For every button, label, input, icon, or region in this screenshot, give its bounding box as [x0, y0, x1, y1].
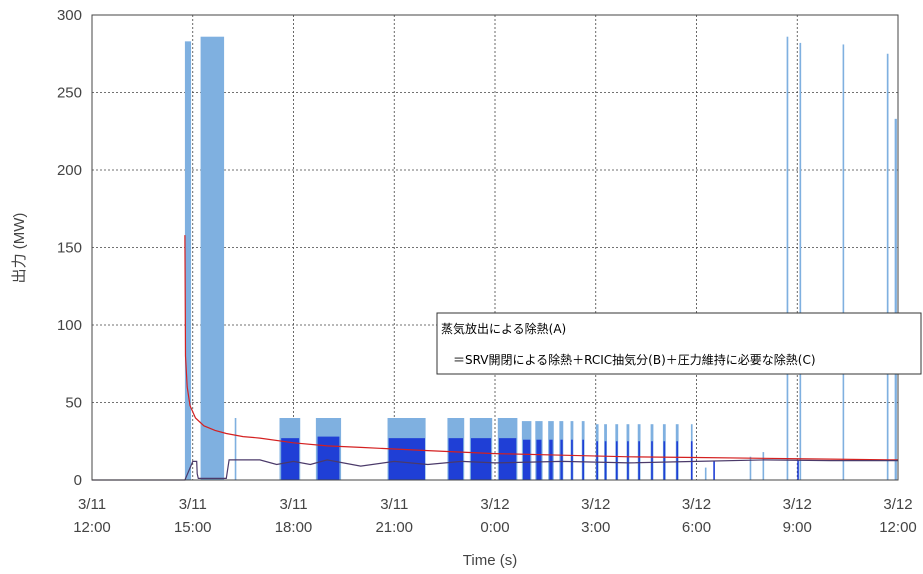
series-line [184, 235, 899, 461]
x-tick-label-date: 3/11 [380, 496, 408, 513]
x-axis-title: Time (s) [463, 552, 517, 569]
pulse-bar [388, 438, 426, 480]
legend-box: 蒸気放出による除熱(A) ＝SRV開閉による除熱＋RCIC抽気分(B)＋圧力維持… [436, 312, 922, 375]
pulse-bar [549, 439, 553, 480]
pulse-bar [713, 461, 715, 480]
pulse-bar [200, 36, 225, 480]
x-tick-label-date: 3/12 [581, 496, 610, 513]
y-tick-label: 250 [57, 85, 82, 102]
x-tick-label-date: 3/12 [682, 496, 711, 513]
x-tick-label-time: 21:00 [375, 519, 413, 536]
pulse-bar [522, 439, 531, 480]
pulse-bar [596, 441, 598, 480]
pulse-bar [571, 439, 573, 480]
tick-labels: 0 50 100 150 200 250 300 3/11 12:00 3/11 15:00 3/11… [57, 7, 917, 536]
pulse-bar [615, 441, 618, 480]
pulse-bar [317, 436, 340, 480]
pulse-bar [886, 53, 889, 480]
series-area [92, 36, 899, 481]
x-tick-label-date: 3/12 [480, 496, 509, 513]
pulse-bar [582, 439, 584, 480]
pulse-bar [234, 418, 237, 480]
y-tick-label: 150 [57, 240, 82, 257]
pulse-bar [690, 441, 693, 480]
pulse-bar [638, 441, 640, 480]
x-tick-label-time: 15:00 [174, 519, 212, 536]
y-tick-label: 100 [57, 317, 82, 334]
pulse-bar [663, 441, 666, 480]
y-tick-label: 50 [65, 395, 82, 412]
x-tick-label-date: 3/11 [279, 496, 307, 513]
x-tick-label-time: 18:00 [275, 519, 313, 536]
y-tick-label: 300 [57, 7, 82, 24]
pulse-bar [894, 118, 897, 480]
pulse-bar [676, 441, 679, 480]
pulse-bar [799, 42, 802, 481]
x-tick-label-time: 12:00 [73, 519, 111, 536]
x-tick-label-date: 3/12 [883, 496, 912, 513]
pulse-bar [560, 439, 563, 480]
x-tick-label-time: 0:00 [480, 519, 509, 536]
pulse-bar [604, 441, 607, 480]
x-tick-label-date: 3/11 [179, 496, 207, 513]
pulse-bar [448, 438, 464, 480]
axes [91, 14, 899, 481]
pulse-bar [536, 439, 542, 480]
x-tick-label-date: 3/11 [78, 496, 106, 513]
x-tick-label-time: 12:00 [879, 519, 917, 536]
legend-text-line1: 蒸気放出による除熱(A) [441, 321, 566, 336]
pulse-bar [627, 441, 629, 480]
plot-frame [91, 14, 899, 481]
pulse-bar [749, 456, 752, 480]
grid [92, 14, 898, 480]
x-tick-label-time: 9:00 [783, 519, 812, 536]
series-3 [184, 235, 899, 461]
series-2 [281, 436, 799, 480]
x-tick-label-time: 3:00 [581, 519, 610, 536]
pulse-bar [842, 44, 845, 480]
series-4 [92, 459, 898, 481]
pulse-bar [786, 36, 789, 480]
y-tick-label: 200 [57, 162, 82, 179]
series-line [92, 459, 898, 481]
x-tick-label-date: 3/12 [783, 496, 812, 513]
pulse-bar [498, 438, 517, 480]
legend-frame [436, 312, 922, 375]
pulse-bar [281, 438, 300, 480]
pulse-bar [762, 452, 765, 480]
y-axis-title: 出力 (MW) [11, 213, 28, 284]
pulse-bar [651, 441, 653, 480]
x-tick-label-time: 6:00 [682, 519, 711, 536]
legend-text-line2: ＝SRV開閉による除熱＋RCIC抽気分(B)＋圧力維持に必要な除熱(C) [453, 352, 816, 367]
y-tick-label: 0 [74, 472, 82, 489]
pulse-bar [797, 459, 799, 480]
pulse-bar [470, 438, 492, 480]
pulse-bar [704, 467, 707, 480]
pulse-bar [184, 41, 192, 480]
